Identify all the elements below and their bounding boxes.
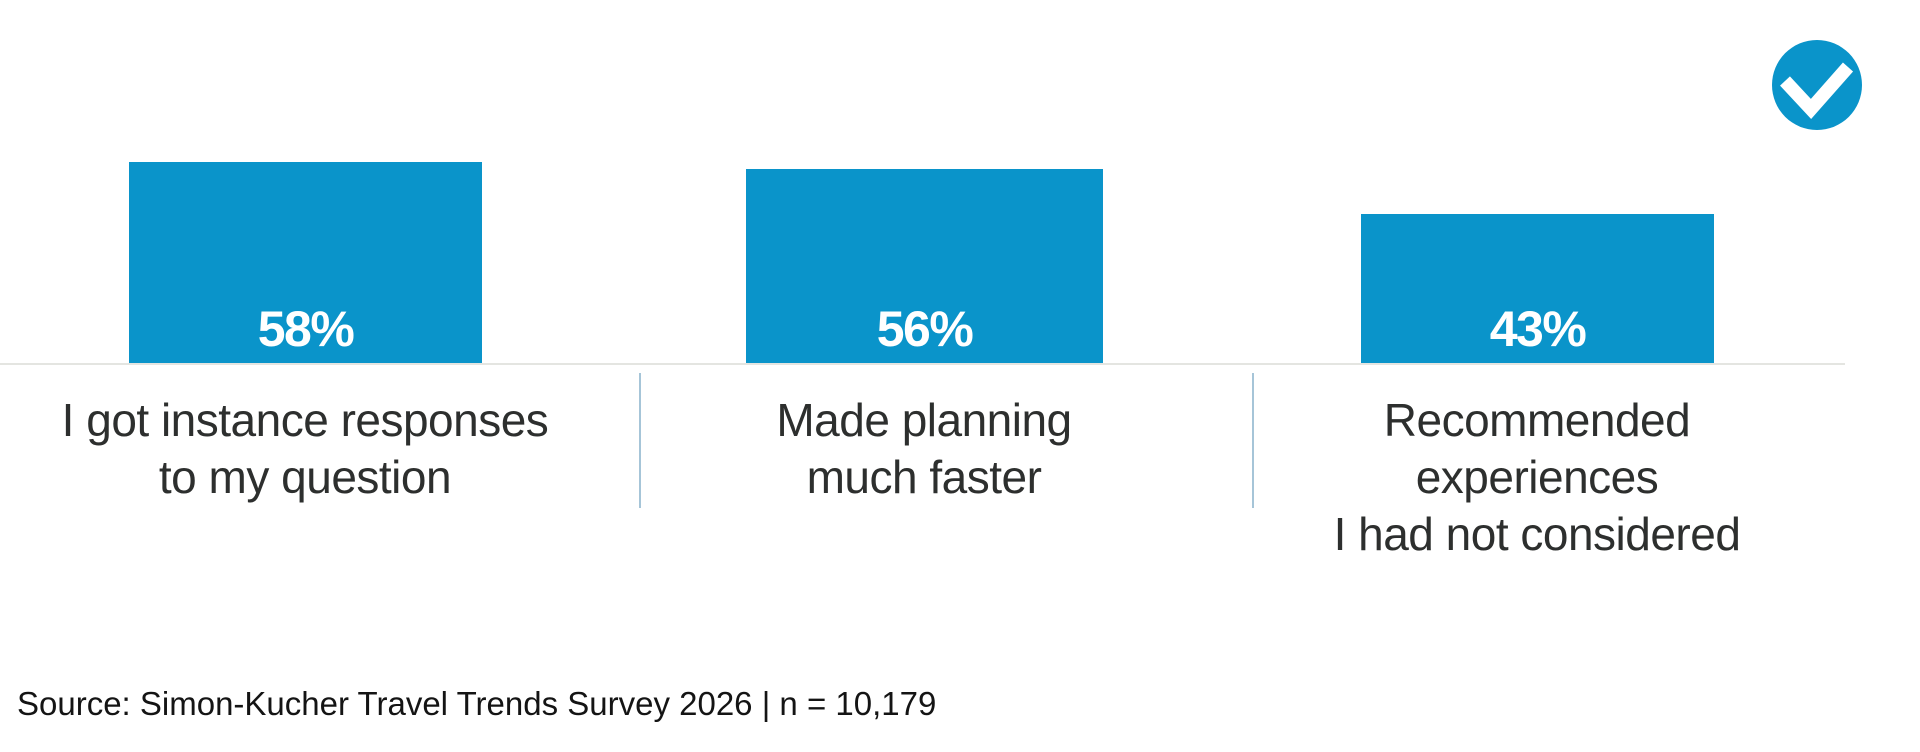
category-label-line: Made planning <box>776 394 1072 446</box>
category-divider <box>639 373 641 508</box>
bar-value-label: 58% <box>257 301 355 357</box>
check-icon <box>1780 62 1854 120</box>
category-label-recommended-experiences: Recommended experiences I had not consid… <box>1257 392 1817 563</box>
check-badge <box>1772 40 1862 130</box>
category-label-line: much faster <box>806 451 1042 503</box>
category-label-line: I had not considered <box>1333 508 1741 560</box>
x-axis-line <box>0 363 1845 365</box>
bar-instant-responses: 58% <box>129 162 482 364</box>
category-label-line: Recommended experiences <box>1383 394 1691 503</box>
category-label-line: to my question <box>158 451 452 503</box>
bar-faster-planning: 56% <box>746 169 1103 364</box>
bar-value-label: 43% <box>1489 301 1587 357</box>
category-label-line: I got instance responses <box>61 394 549 446</box>
source-note: Source: Simon-Kucher Travel Trends Surve… <box>17 685 937 722</box>
category-label-faster-planning: Made planning much faster <box>644 392 1204 506</box>
category-divider <box>1252 373 1254 508</box>
category-label-instant-responses: I got instance responses to my question <box>25 392 585 506</box>
bar-recommended-experiences: 43% <box>1361 214 1714 364</box>
bar-value-label: 56% <box>876 301 974 357</box>
